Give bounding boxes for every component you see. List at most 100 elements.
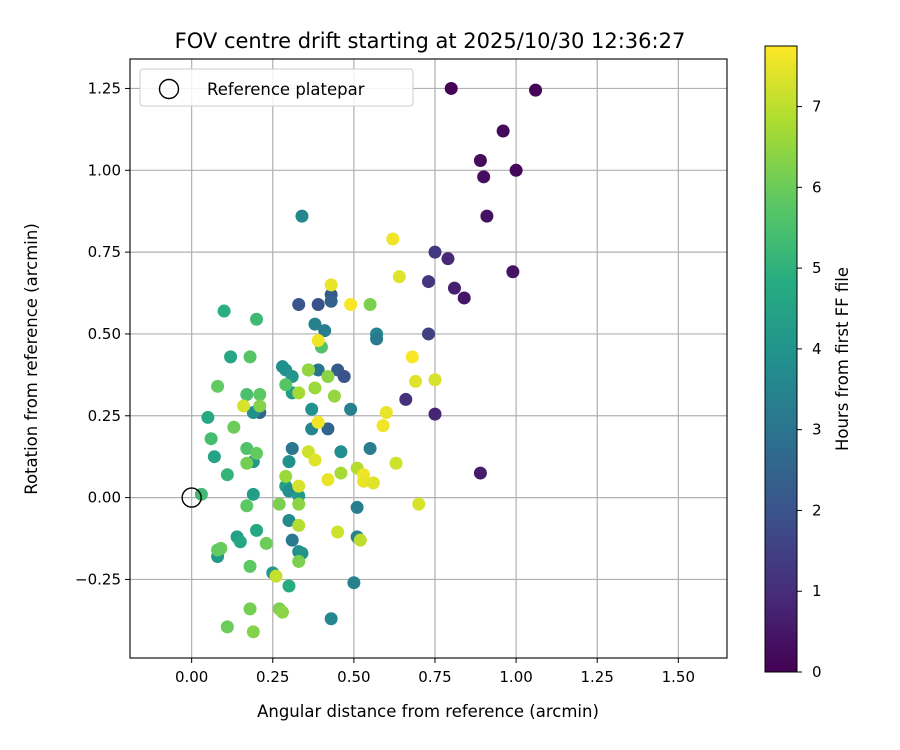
data-point bbox=[243, 350, 257, 364]
data-point bbox=[311, 363, 325, 377]
data-point bbox=[285, 533, 299, 547]
data-point bbox=[295, 209, 309, 223]
data-point bbox=[477, 170, 491, 184]
data-point bbox=[308, 453, 322, 467]
data-point bbox=[357, 474, 371, 488]
data-point bbox=[305, 402, 319, 416]
data-point bbox=[363, 297, 377, 311]
data-point bbox=[331, 525, 345, 539]
colorbar-tick-label: 5 bbox=[812, 259, 822, 277]
plot-area-frame bbox=[129, 58, 728, 659]
legend-box bbox=[139, 68, 414, 107]
data-point bbox=[350, 500, 364, 514]
data-point bbox=[211, 379, 225, 393]
data-point bbox=[337, 370, 351, 384]
data-point bbox=[334, 445, 348, 459]
data-point bbox=[201, 410, 215, 424]
data-point bbox=[279, 469, 293, 483]
data-point bbox=[344, 297, 358, 311]
data-point bbox=[327, 389, 341, 403]
data-point bbox=[392, 270, 406, 284]
data-point bbox=[292, 518, 306, 532]
data-point bbox=[353, 533, 367, 547]
y-tick-label: 0.00 bbox=[88, 489, 121, 507]
data-point bbox=[321, 473, 335, 487]
y-axis-label: Rotation from reference (arcmin) bbox=[22, 223, 41, 495]
colorbar-label: Hours from first FF file bbox=[833, 267, 852, 451]
x-tick-label: 0.50 bbox=[337, 668, 370, 686]
data-point bbox=[292, 386, 306, 400]
x-tick-label: 1.00 bbox=[499, 668, 532, 686]
data-point bbox=[321, 370, 335, 384]
colorbar-tick-label: 4 bbox=[812, 340, 822, 358]
x-tick-label: 1.25 bbox=[581, 668, 614, 686]
data-point bbox=[324, 294, 338, 308]
data-point bbox=[389, 456, 403, 470]
data-point bbox=[428, 373, 442, 387]
data-point bbox=[379, 406, 393, 420]
data-point bbox=[444, 81, 458, 95]
colorbar-ticks: 0 1 2 3 4 5 6 7 bbox=[797, 98, 822, 681]
data-point bbox=[207, 450, 221, 464]
x-axis-label: Angular distance from reference (arcmin) bbox=[257, 702, 599, 721]
data-point bbox=[409, 374, 423, 388]
data-point bbox=[311, 297, 325, 311]
data-point bbox=[259, 536, 273, 550]
data-point bbox=[324, 278, 338, 292]
data-point bbox=[308, 381, 322, 395]
data-point bbox=[237, 399, 251, 413]
data-point bbox=[282, 455, 296, 469]
colorbar-tick-label: 3 bbox=[812, 421, 822, 439]
data-point bbox=[311, 415, 325, 429]
x-tick-label: 0.00 bbox=[175, 668, 208, 686]
colorbar-gradient bbox=[764, 45, 798, 673]
data-point bbox=[422, 327, 435, 341]
data-point bbox=[243, 559, 257, 573]
data-point bbox=[282, 514, 296, 528]
data-point bbox=[253, 388, 267, 402]
reference-platepar-marker bbox=[181, 487, 202, 508]
data-point bbox=[366, 476, 380, 490]
x-axis-ticks: 0.00 0.25 0.50 0.75 1.00 1.25 1.50 bbox=[175, 658, 695, 686]
data-point bbox=[321, 422, 335, 436]
data-point bbox=[344, 402, 358, 416]
colorbar-tick-label: 2 bbox=[812, 501, 822, 519]
y-tick-label: 0.50 bbox=[88, 325, 121, 343]
data-point bbox=[334, 466, 348, 480]
data-point bbox=[240, 499, 254, 513]
data-point bbox=[246, 487, 260, 501]
data-point bbox=[399, 392, 413, 406]
chart-title: FOV centre drift starting at 2025/10/30 … bbox=[175, 29, 686, 53]
data-point bbox=[428, 407, 442, 421]
data-point bbox=[211, 543, 225, 557]
data-point bbox=[250, 523, 264, 537]
data-point bbox=[529, 83, 543, 97]
y-tick-label: 1.25 bbox=[88, 79, 121, 97]
data-point bbox=[292, 554, 306, 568]
data-point bbox=[473, 153, 487, 167]
data-point bbox=[428, 245, 442, 259]
data-point bbox=[285, 442, 299, 456]
data-point bbox=[220, 468, 234, 482]
data-point bbox=[363, 442, 377, 456]
colorbar-tick-label: 1 bbox=[812, 582, 822, 600]
x-tick-label: 0.75 bbox=[418, 668, 451, 686]
y-tick-label: 0.25 bbox=[88, 407, 121, 425]
data-point bbox=[301, 363, 315, 377]
legend-label: Reference platepar bbox=[207, 80, 365, 99]
y-tick-label: 0.75 bbox=[88, 243, 121, 261]
data-point bbox=[292, 497, 306, 511]
data-point bbox=[240, 456, 254, 470]
data-point bbox=[269, 569, 283, 583]
data-point bbox=[506, 265, 520, 279]
data-point bbox=[250, 312, 264, 326]
colorbar-tick-label: 0 bbox=[812, 663, 822, 681]
data-point bbox=[224, 350, 238, 364]
data-point bbox=[250, 446, 264, 460]
data-point bbox=[376, 419, 390, 433]
data-point bbox=[240, 442, 254, 456]
data-point bbox=[279, 378, 293, 392]
data-point bbox=[480, 209, 494, 223]
x-tick-label: 0.25 bbox=[256, 668, 289, 686]
